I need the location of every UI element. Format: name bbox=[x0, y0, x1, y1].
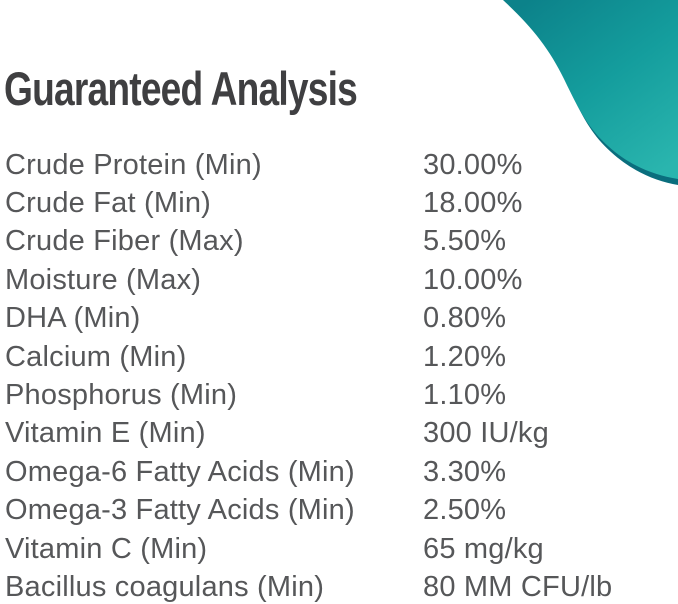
row-value: 5.50% bbox=[423, 225, 507, 258]
row-value: 3.30% bbox=[423, 455, 507, 488]
page-title: Guaranteed Analysis bbox=[4, 62, 358, 115]
row-label: Crude Protein (Min) bbox=[5, 148, 262, 181]
table-row: DHA (Min) 0.80% bbox=[5, 300, 678, 338]
row-label: Calcium (Min) bbox=[5, 340, 187, 373]
row-value: 1.10% bbox=[423, 379, 507, 412]
row-value: 1.20% bbox=[423, 340, 507, 373]
row-value: 30.00% bbox=[423, 148, 523, 181]
row-label: Bacillus coagulans (Min) bbox=[5, 570, 325, 603]
table-row: Vitamin E (Min) 300 IU/kg bbox=[5, 415, 678, 453]
row-value: 2.50% bbox=[423, 494, 507, 527]
table-row: Bacillus coagulans (Min) 80 MM CFU/lb bbox=[5, 568, 678, 604]
row-value: 18.00% bbox=[423, 187, 523, 220]
row-value: 80 MM CFU/lb bbox=[423, 570, 613, 603]
analysis-table: Crude Protein (Min) 30.00% Crude Fat (Mi… bbox=[5, 146, 678, 604]
table-row: Crude Fat (Min) 18.00% bbox=[5, 184, 678, 222]
row-label: Phosphorus (Min) bbox=[5, 379, 238, 412]
row-label: Crude Fat (Min) bbox=[5, 187, 212, 220]
row-value: 0.80% bbox=[423, 302, 507, 335]
table-row: Calcium (Min) 1.20% bbox=[5, 338, 678, 376]
table-row: Moisture (Max) 10.00% bbox=[5, 261, 678, 299]
row-value: 65 mg/kg bbox=[423, 532, 544, 565]
row-label: DHA (Min) bbox=[5, 302, 141, 335]
table-row: Crude Protein (Min) 30.00% bbox=[5, 146, 678, 184]
row-label: Vitamin E (Min) bbox=[5, 417, 206, 450]
table-row: Omega-6 Fatty Acids (Min) 3.30% bbox=[5, 453, 678, 491]
table-row: Omega-3 Fatty Acids (Min) 2.50% bbox=[5, 492, 678, 530]
table-row: Vitamin C (Min) 65 mg/kg bbox=[5, 530, 678, 568]
row-label: Crude Fiber (Max) bbox=[5, 225, 244, 258]
row-label: Vitamin C (Min) bbox=[5, 532, 208, 565]
row-label: Omega-3 Fatty Acids (Min) bbox=[5, 494, 355, 527]
table-row: Phosphorus (Min) 1.10% bbox=[5, 376, 678, 414]
row-value: 300 IU/kg bbox=[423, 417, 549, 450]
table-row: Crude Fiber (Max) 5.50% bbox=[5, 223, 678, 261]
row-value: 10.00% bbox=[423, 263, 523, 296]
row-label: Moisture (Max) bbox=[5, 263, 202, 296]
row-label: Omega-6 Fatty Acids (Min) bbox=[5, 455, 355, 488]
